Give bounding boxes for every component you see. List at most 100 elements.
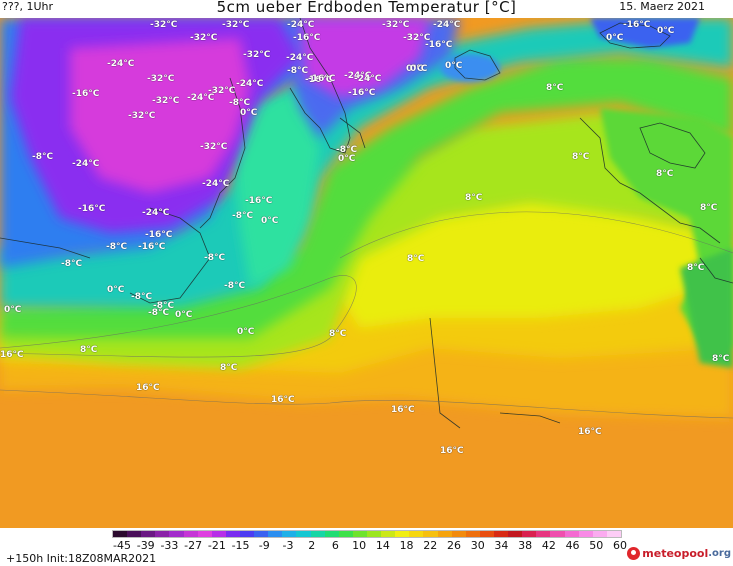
color-scale-tick: -27 — [184, 539, 203, 552]
color-scale-tick: -3 — [282, 539, 294, 552]
temperature-label: 0°C — [606, 33, 624, 43]
temperature-label: 0°C — [107, 285, 125, 295]
color-scale-tick: -39 — [136, 539, 155, 552]
color-scale-swatch — [310, 531, 325, 537]
temperature-label: -16°C — [305, 75, 333, 85]
color-scale-swatch — [183, 531, 198, 537]
temperature-label: -16°C — [425, 40, 453, 50]
temperature-label: 0°C — [406, 64, 424, 74]
color-scale-swatch — [296, 531, 311, 537]
temperature-label: 16°C — [578, 427, 602, 437]
color-scale-tick: 22 — [423, 539, 438, 552]
temperature-label: -16°C — [245, 196, 273, 206]
temperature-label: -8°C — [32, 152, 54, 162]
temperature-label: -16°C — [72, 89, 100, 99]
temperature-label: 8°C — [220, 363, 238, 373]
color-scale-tick: 26 — [447, 539, 461, 552]
meteopool-logo[interactable]: meteopool .org — [627, 544, 731, 562]
color-scale-swatch — [465, 531, 480, 537]
color-scale-swatch — [508, 531, 523, 537]
temperature-map: -32°C -32°C -24°C -32°C -24°C -16°C -32°C -16°C… — [0, 17, 733, 528]
temperature-label: -16°C — [138, 242, 166, 252]
color-scale-swatch — [592, 531, 607, 537]
date-label: 15. Maerz 2021 — [619, 0, 705, 13]
temperature-label: -24°C — [354, 74, 382, 84]
color-scale-tick: 2 — [308, 539, 316, 552]
temperature-label: 0°C — [338, 154, 356, 164]
color-scale-tick: 34 — [494, 539, 509, 552]
temperature-label: -24°C — [187, 93, 215, 103]
temperature-label: -24°C — [202, 179, 230, 189]
temperature-label: -16°C — [293, 33, 321, 43]
color-scale-tick: 18 — [399, 539, 414, 552]
color-scale-swatch — [113, 531, 128, 537]
temperature-label: -24°C — [142, 208, 170, 218]
color-scale-tick: -45 — [113, 539, 131, 552]
model-run-info: +150h Init:18Z08MAR2021 — [6, 552, 157, 565]
cyan-channel — [230, 88, 320, 288]
temperature-label: 8°C — [700, 203, 718, 213]
color-scale-tick: -9 — [258, 539, 270, 552]
temperature-label: -24°C — [344, 71, 372, 81]
europe-land-south — [680, 248, 733, 368]
map-header: ???, 1Uhr 5cm ueber Erdboden Temperatur … — [0, 0, 733, 18]
coastlines — [0, 17, 733, 429]
temperature-label: 16°C — [440, 446, 464, 456]
temperature-label: 8°C — [546, 83, 564, 93]
color-scale-swatch — [366, 531, 382, 537]
temperature-label: 8°C — [407, 254, 425, 264]
color-scale-tick: 60 — [613, 539, 627, 552]
color-scale-swatch — [268, 531, 283, 537]
color-scale-swatch — [564, 531, 579, 537]
color-scale-swatch — [239, 531, 255, 537]
color-scale-swatch — [338, 531, 353, 537]
color-scale-tick: -21 — [207, 539, 226, 552]
color-scale-tick: 14 — [375, 539, 390, 552]
temperature-label: -8°C — [287, 66, 309, 76]
temperature-label: 0°C — [237, 327, 255, 337]
yellow-band — [340, 188, 733, 328]
temperature-label: -8°C — [131, 292, 153, 302]
temperature-label: 0°C — [261, 216, 279, 226]
temperature-label: -32°C — [222, 20, 250, 30]
logo-text: meteopool — [642, 546, 709, 560]
temperature-label: -24°C — [286, 53, 314, 63]
map-title: 5cm ueber Erdboden Temperatur [°C] — [216, 0, 517, 16]
color-scale-tick: 38 — [518, 539, 533, 552]
temperature-label: 16°C — [136, 383, 160, 393]
temperature-label: -16°C — [623, 20, 651, 30]
yellow-green-band — [0, 113, 733, 368]
temperature-label: -32°C — [152, 96, 180, 106]
temperature-label: -8°C — [232, 211, 254, 221]
temperature-label: 8°C — [329, 329, 347, 339]
temperature-label: 8°C — [687, 263, 705, 273]
color-scale-tick: 46 — [565, 539, 580, 552]
color-scale-swatch — [324, 531, 339, 537]
temperature-label: 8°C — [656, 169, 674, 179]
color-scale-swatch — [550, 531, 565, 537]
logo-tld: .org — [708, 547, 731, 559]
color-scale-ticks: -45 -39 -33 -27 -21 -15 -9 -3 2 6 10 14 18 22 26 30 34 38… — [112, 539, 632, 552]
temperature-label: -32°C — [403, 33, 431, 43]
temperature-label: -8°C — [229, 98, 251, 108]
color-scale-tick: 42 — [541, 539, 556, 552]
color-scale-tick: 6 — [331, 539, 339, 552]
temperature-label: -32°C — [200, 142, 228, 152]
color-scale-swatch — [127, 531, 142, 537]
temperature-label: -24°C — [236, 79, 264, 89]
temperature-label: 0°C — [410, 64, 428, 74]
greenland-magenta — [300, 18, 430, 98]
color-scale-swatch — [155, 531, 170, 537]
color-scale-tick: -15 — [231, 539, 250, 552]
temperature-label: -16°C — [78, 204, 106, 214]
temperature-label: -24°C — [72, 159, 100, 169]
color-scale-tick: 10 — [352, 539, 367, 552]
temperature-label: -8°C — [106, 242, 128, 252]
temperature-label: -24°C — [107, 59, 135, 69]
temperature-label: -32°C — [128, 111, 156, 121]
color-scale-swatch — [437, 531, 452, 537]
color-scale-tick: 30 — [470, 539, 485, 552]
temperature-label: -16°C — [308, 74, 336, 84]
temperature-label: -32°C — [190, 33, 218, 43]
color-scale-swatch — [536, 531, 551, 537]
